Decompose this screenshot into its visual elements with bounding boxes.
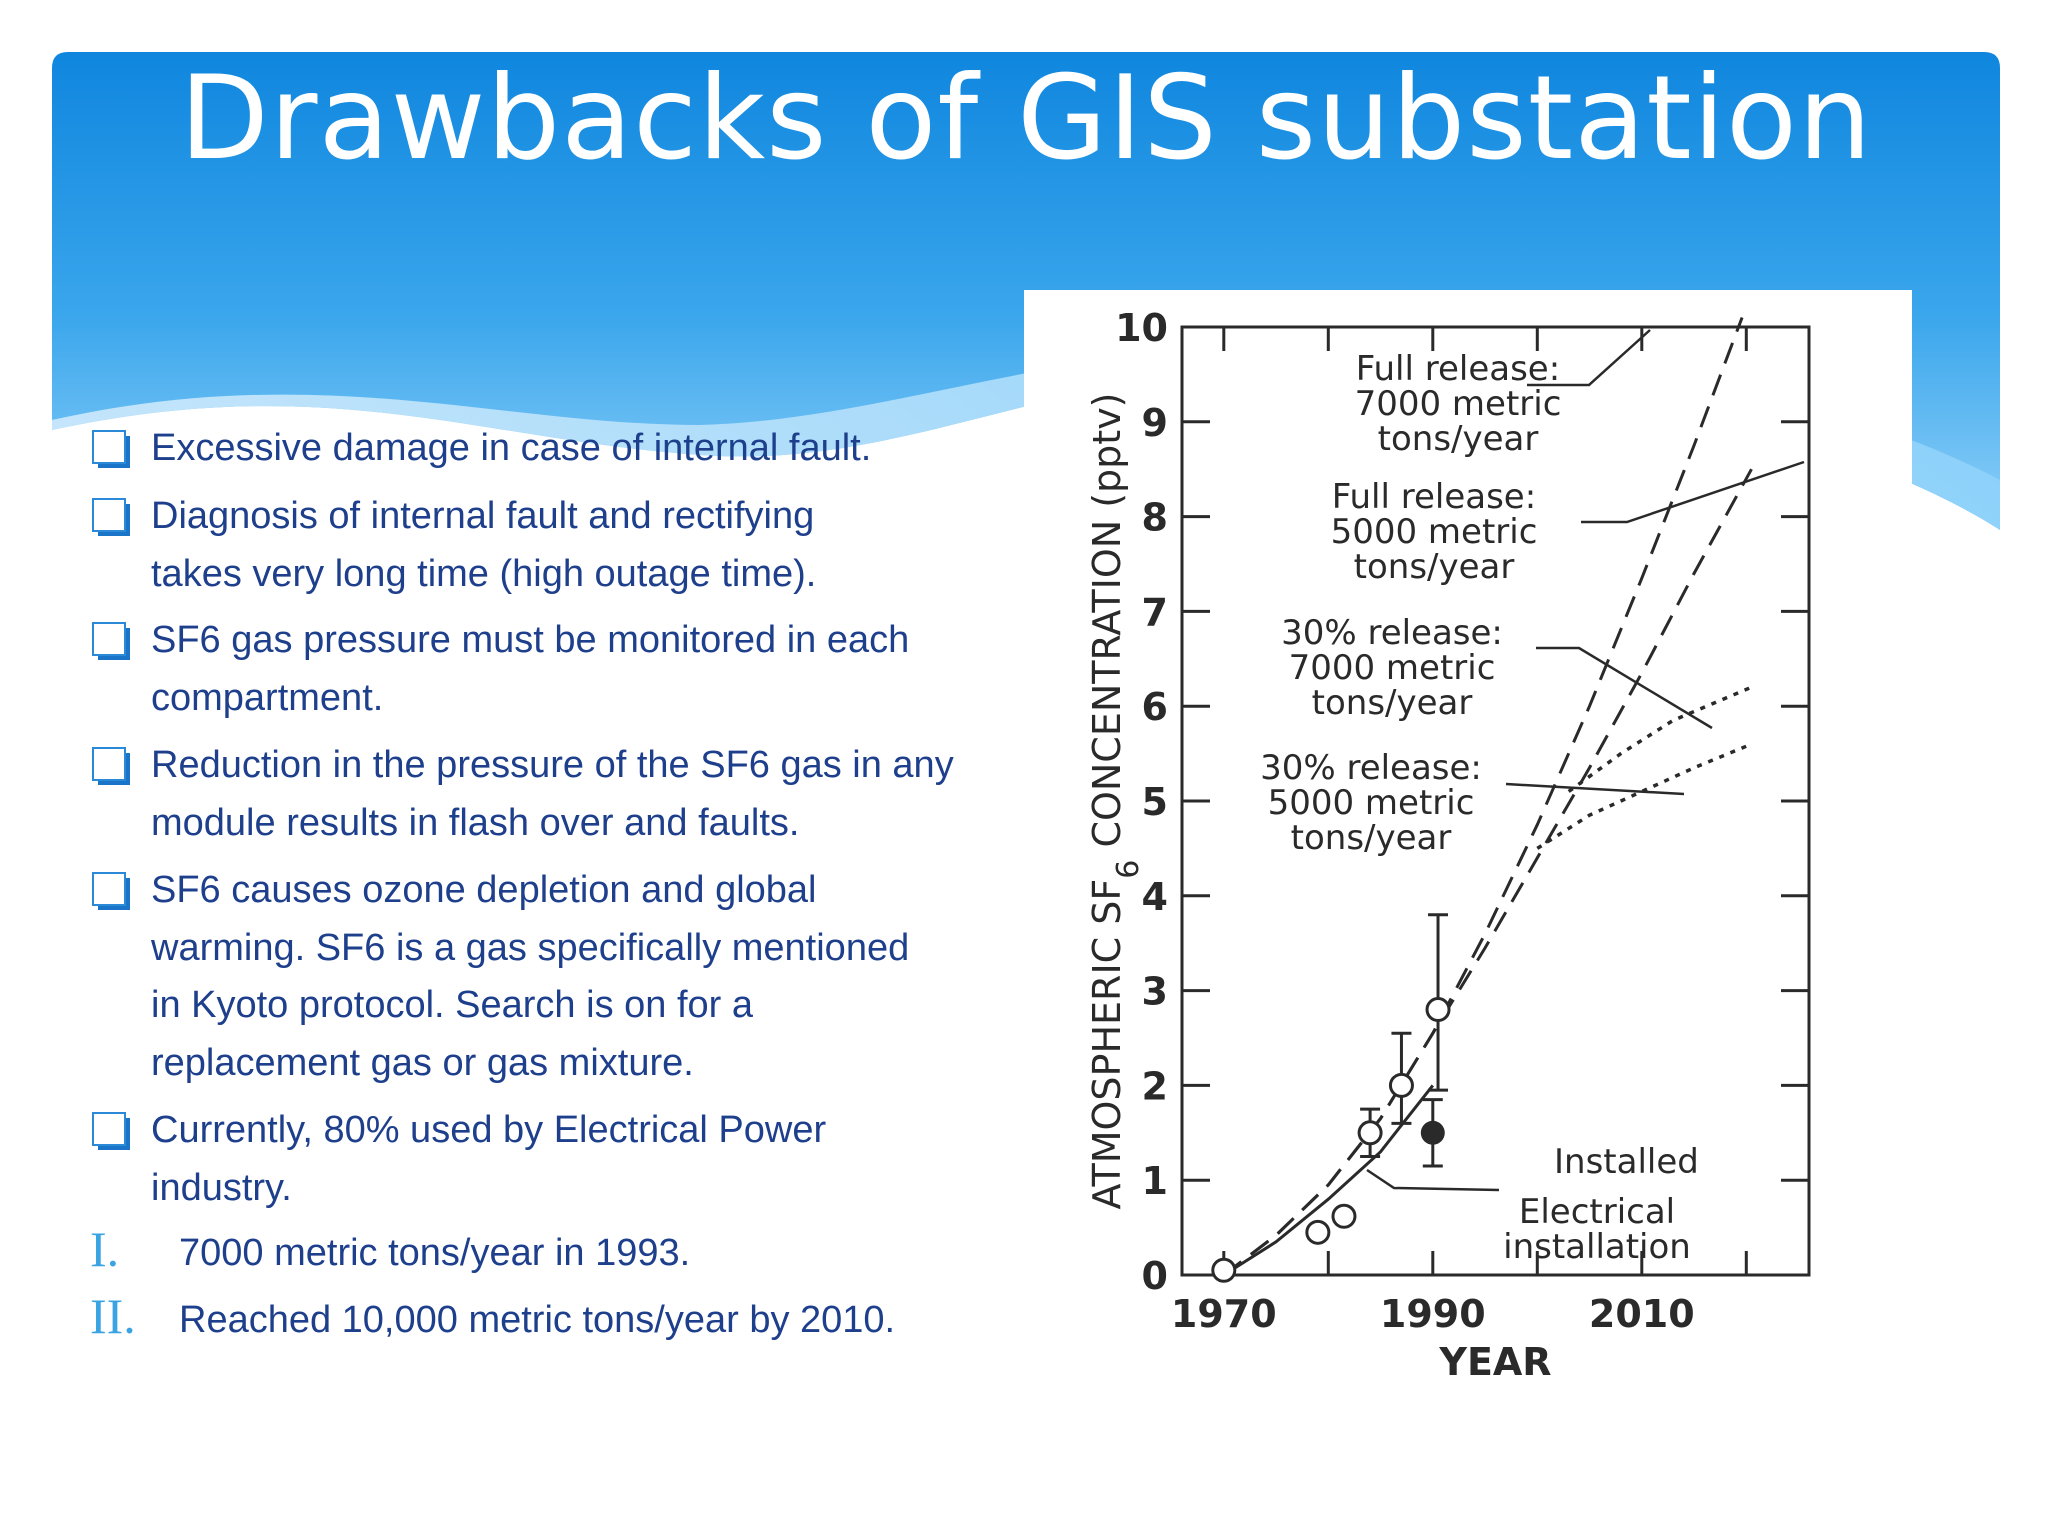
bullet-item: Currently, 80% used by Electrical Power … bbox=[92, 1102, 912, 1217]
chart-annotation-leader bbox=[1527, 329, 1651, 387]
bullet-item: Reduction in the pressure of the SF6 gas… bbox=[92, 737, 972, 852]
bullet-text: Excessive damage in case of internal fau… bbox=[151, 427, 872, 469]
chart-annotation-text: 5000 metric bbox=[1331, 512, 1538, 552]
chart-annotation-text: 7000 metric bbox=[1289, 648, 1496, 688]
item-text: Reached 10,000 metric tons/year by 2010. bbox=[179, 1299, 896, 1341]
y-tick-label: 4 bbox=[1142, 875, 1168, 919]
chart-annotation-text: tons/year bbox=[1354, 547, 1515, 587]
x-tick-label: 1970 bbox=[1171, 1292, 1277, 1336]
chart-annotation-text: installation bbox=[1503, 1227, 1691, 1267]
y-axis-label-main: ATMOSPHERIC SF bbox=[1085, 879, 1129, 1210]
chart-annotation-leader bbox=[1366, 1168, 1500, 1192]
x-tick-label: 1990 bbox=[1380, 1292, 1486, 1336]
y-tick-label: 10 bbox=[1115, 306, 1168, 350]
data-point-filled bbox=[1420, 1120, 1445, 1145]
data-point-open bbox=[1211, 1257, 1237, 1283]
chart-annotation-text: 30% release: bbox=[1260, 748, 1482, 788]
bullet-text: SF6 causes ozone depletion and global wa… bbox=[151, 869, 910, 1084]
data-point-open bbox=[1331, 1203, 1357, 1229]
y-tick-label: 9 bbox=[1142, 401, 1168, 445]
chart-annotation-text: 5000 metric bbox=[1268, 783, 1475, 823]
checkbox-square-icon bbox=[92, 622, 130, 660]
sf6-concentration-chart: 0 1 2 3 4 5 6 7 8 9 10 1970 1990 2010 YEAR ATMOSPHERIC … bbox=[1085, 306, 1811, 1384]
chart-annotation-text: 7000 metric bbox=[1355, 384, 1562, 424]
y-axis-label-subscript: 6 bbox=[1111, 860, 1146, 879]
y-tick-label: 6 bbox=[1142, 685, 1168, 729]
bullet-text: SF6 gas pressure must be monitored in ea… bbox=[151, 619, 910, 719]
data-point-open bbox=[1357, 1120, 1383, 1146]
series-line-2 bbox=[1222, 468, 1753, 1277]
numbered-item: II. Reached 10,000 metric tons/year by 2… bbox=[90, 1288, 990, 1349]
item-number: II. bbox=[90, 1288, 136, 1344]
data-point-open bbox=[1305, 1219, 1331, 1245]
data-point-open bbox=[1388, 1072, 1414, 1098]
bullet-item: SF6 causes ozone depletion and global wa… bbox=[92, 862, 932, 1092]
y-tick-label: 7 bbox=[1142, 590, 1168, 634]
series-line-5 bbox=[1222, 1084, 1434, 1277]
chart-annotation-leader bbox=[1536, 646, 1713, 730]
y-tick-label: 1 bbox=[1142, 1159, 1168, 1203]
chart-annotation-text: Full release: bbox=[1356, 349, 1560, 389]
series-line-3 bbox=[1567, 685, 1753, 793]
bullet-text: Reduction in the pressure of the SF6 gas… bbox=[151, 744, 954, 844]
sf6-chart-panel: 0 1 2 3 4 5 6 7 8 9 10 1970 1990 2010 YEAR ATMOSPHERIC … bbox=[1024, 290, 1912, 1410]
chart-annotation-text: tons/year bbox=[1291, 818, 1452, 858]
item-text: 7000 metric tons/year in 1993. bbox=[179, 1232, 691, 1274]
item-number: I. bbox=[90, 1221, 120, 1277]
y-axis-label: ATMOSPHERIC SF6 CONCENTRATION (pptv) bbox=[1085, 392, 1146, 1209]
series-line-4 bbox=[1536, 742, 1753, 850]
x-axis-label: YEAR bbox=[1438, 1340, 1551, 1384]
chart-annotation-text: Installed bbox=[1554, 1142, 1699, 1182]
bullet-item: SF6 gas pressure must be monitored in ea… bbox=[92, 612, 912, 727]
checkbox-square-icon bbox=[92, 747, 130, 785]
chart-annotation-text: tons/year bbox=[1312, 683, 1473, 723]
numbered-item: I. 7000 metric tons/year in 1993. bbox=[90, 1221, 990, 1282]
y-tick-label: 3 bbox=[1142, 970, 1168, 1014]
y-tick-label: 5 bbox=[1142, 780, 1168, 824]
checkbox-square-icon bbox=[92, 430, 130, 468]
x-tick-label: 2010 bbox=[1589, 1292, 1695, 1336]
bullet-item: Excessive damage in case of internal fau… bbox=[92, 420, 972, 478]
y-axis-label-tail: CONCENTRATION (pptv) bbox=[1085, 392, 1129, 859]
chart-annotation-text: tons/year bbox=[1378, 419, 1539, 459]
slide-title: Drawbacks of GIS substation bbox=[179, 51, 1873, 186]
checkbox-square-icon bbox=[92, 1112, 130, 1150]
chart-annotation-text: Full release: bbox=[1332, 477, 1536, 517]
bullet-item: Diagnosis of internal fault and rectifyi… bbox=[92, 488, 912, 603]
y-tick-label: 0 bbox=[1142, 1254, 1168, 1298]
chart-annotation-leader bbox=[1505, 782, 1685, 796]
chart-annotation-leader bbox=[1581, 460, 1805, 524]
bullet-text: Diagnosis of internal fault and rectifyi… bbox=[151, 495, 817, 595]
checkbox-square-icon bbox=[92, 498, 130, 536]
y-tick-label: 8 bbox=[1142, 496, 1168, 540]
data-point-open bbox=[1425, 997, 1451, 1023]
bullet-text: Currently, 80% used by Electrical Power … bbox=[151, 1109, 827, 1209]
chart-annotation-text: 30% release: bbox=[1281, 613, 1503, 653]
y-tick-label: 2 bbox=[1142, 1064, 1168, 1108]
chart-annotation-text: Electrical bbox=[1519, 1192, 1675, 1232]
checkbox-square-icon bbox=[92, 872, 130, 910]
